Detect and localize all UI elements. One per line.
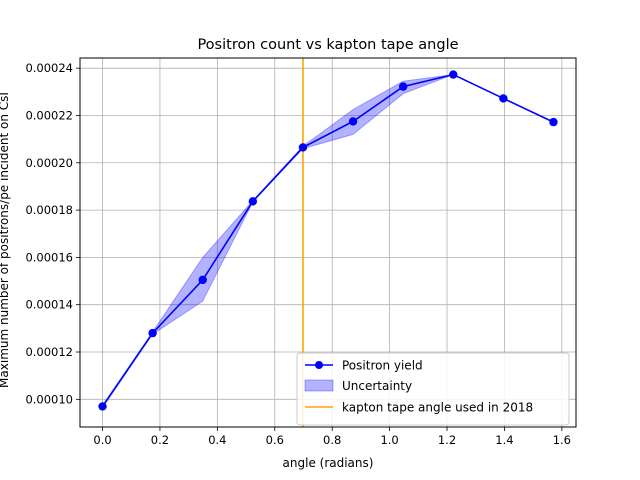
plot-frame bbox=[79, 57, 577, 428]
y-axis-ticks: 0.00010 0.00012 0.00014 0.00016 0.00018 0.000… bbox=[25, 61, 80, 406]
y-tick-label: 0.00020 bbox=[25, 156, 73, 170]
y-tick-label: 0.00024 bbox=[25, 61, 73, 75]
positron-yield-point bbox=[449, 70, 458, 79]
x-tick-label: 0.2 bbox=[151, 433, 169, 447]
positron-yield-point bbox=[198, 275, 207, 285]
x-axis-label: angle (radians) bbox=[283, 456, 374, 470]
y-tick-label: 0.00022 bbox=[25, 108, 73, 122]
y-tick-label: 0.00018 bbox=[25, 203, 73, 217]
series-layer bbox=[98, 70, 558, 411]
positron-yield-point bbox=[298, 143, 308, 152]
x-tick-label: 0.8 bbox=[323, 433, 341, 447]
y-axis-label: Maximum number of positrons/pe incident … bbox=[0, 92, 11, 388]
positron-yield-line bbox=[101, 73, 554, 407]
positron-yield-point bbox=[148, 328, 157, 338]
chart-title: Positron count vs kapton tape angle bbox=[197, 37, 458, 53]
legend-uncertainty-label: Uncertainty bbox=[342, 379, 412, 393]
y-tick-label: 0.00016 bbox=[25, 250, 73, 264]
uncertainty-band bbox=[102, 74, 454, 410]
legend-positron-marker bbox=[315, 361, 323, 369]
positron-yield-point bbox=[398, 82, 408, 91]
legend-uncertainty-swatch bbox=[304, 379, 334, 392]
x-tick-label: 1.2 bbox=[438, 433, 456, 447]
legend-positron-label: Positron yield bbox=[342, 359, 423, 373]
grid-lines bbox=[80, 58, 576, 427]
positron-yield-point bbox=[248, 197, 258, 206]
y-tick-label: 0.00010 bbox=[25, 392, 73, 406]
x-axis-ticks: 0.0 0.2 0.4 0.6 0.8 1.0 1.2 1.4 1.6 bbox=[93, 427, 571, 447]
x-tick-label: 1.4 bbox=[495, 433, 513, 447]
positron-yield-point bbox=[348, 117, 358, 126]
positron-yield-point bbox=[549, 117, 558, 127]
positron-yield-point bbox=[98, 402, 107, 411]
x-tick-label: 0.0 bbox=[93, 433, 111, 447]
positron-yield-point bbox=[499, 94, 508, 103]
y-tick-label: 0.00014 bbox=[25, 298, 73, 312]
legend-vline-label: kapton tape angle used in 2018 bbox=[342, 401, 533, 415]
x-tick-label: 1.0 bbox=[380, 433, 398, 447]
uncertainty-band-layer bbox=[102, 74, 454, 410]
x-tick-label: 0.4 bbox=[208, 433, 226, 447]
x-tick-label: 0.6 bbox=[266, 433, 284, 447]
legend: Positron yield Uncertainty kapton tape a… bbox=[296, 352, 570, 426]
x-tick-label: 1.6 bbox=[553, 433, 571, 447]
y-tick-label: 0.00012 bbox=[25, 345, 73, 359]
legend-box bbox=[296, 352, 570, 426]
